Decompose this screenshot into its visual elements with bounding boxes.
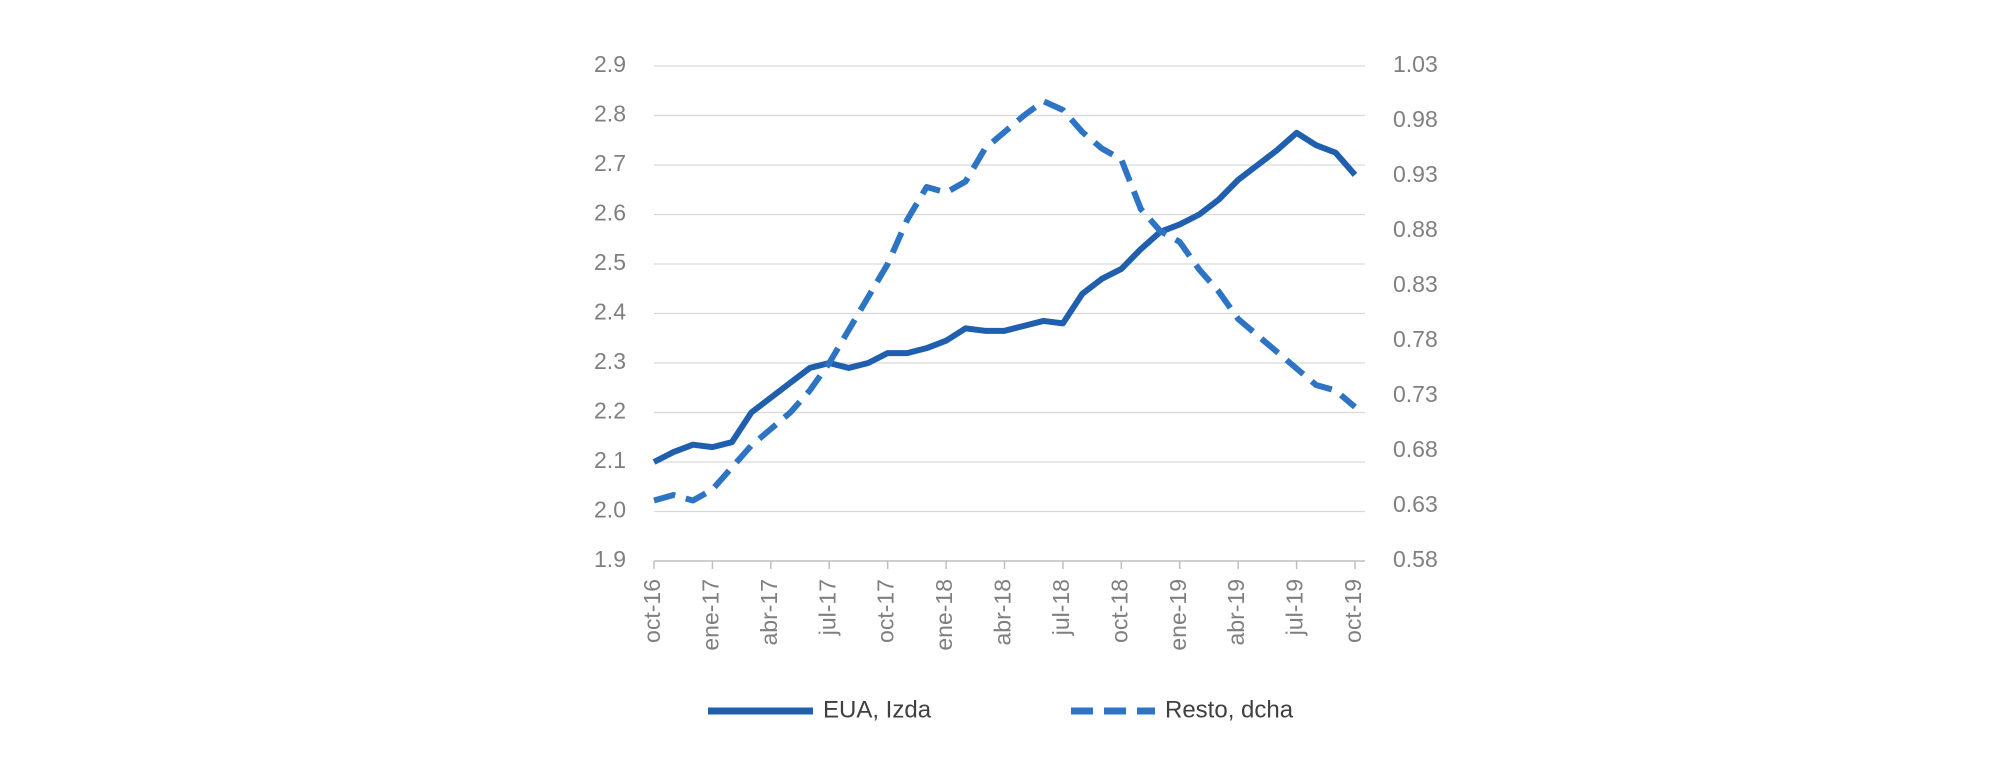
y2-tick-label: 1.03 bbox=[1393, 51, 1438, 77]
x-tick-label: oct-19 bbox=[1340, 579, 1366, 643]
x-tick-label: ene-19 bbox=[1165, 579, 1191, 651]
x-tick-label: abr-18 bbox=[990, 579, 1016, 645]
y-tick-label: 2.0 bbox=[594, 497, 626, 523]
y2-tick-label: 0.63 bbox=[1393, 491, 1438, 517]
y2-tick-label: 0.93 bbox=[1393, 161, 1438, 187]
y-tick-label: 2.1 bbox=[594, 447, 626, 473]
legend-label: Resto, dcha bbox=[1165, 696, 1294, 723]
y-tick-label: 1.9 bbox=[594, 546, 626, 572]
y2-tick-label: 0.68 bbox=[1393, 436, 1438, 462]
x-tick-label: jul-18 bbox=[1048, 579, 1074, 636]
y2-tick-label: 0.78 bbox=[1393, 326, 1438, 352]
x-tick-label: ene-17 bbox=[697, 579, 723, 651]
legend-label: EUA, Izda bbox=[823, 696, 932, 723]
x-tick-label: jul-17 bbox=[814, 579, 840, 636]
y-tick-label: 2.9 bbox=[594, 51, 626, 77]
y-tick-label: 2.8 bbox=[594, 101, 626, 127]
y-tick-label: 2.2 bbox=[594, 398, 626, 424]
x-tick-label: oct-17 bbox=[873, 579, 899, 643]
x-tick-label: ene-18 bbox=[931, 579, 957, 651]
x-tick-label: oct-16 bbox=[639, 579, 665, 643]
y2-tick-label: 0.98 bbox=[1393, 106, 1438, 132]
y2-tick-label: 0.83 bbox=[1393, 271, 1438, 297]
x-tick-label: abr-17 bbox=[756, 579, 782, 645]
series-line bbox=[653, 98, 1357, 504]
y-tick-label: 2.3 bbox=[594, 348, 626, 374]
y2-tick-label: 0.88 bbox=[1393, 216, 1438, 242]
series-line bbox=[652, 129, 1358, 465]
y2-tick-label: 0.58 bbox=[1393, 546, 1438, 572]
y2-tick-label: 0.73 bbox=[1393, 381, 1438, 407]
y-tick-label: 2.7 bbox=[594, 150, 626, 176]
y-tick-label: 2.4 bbox=[594, 299, 626, 325]
y-tick-label: 2.5 bbox=[594, 249, 626, 275]
x-tick-label: abr-19 bbox=[1223, 579, 1249, 645]
x-tick-label: oct-18 bbox=[1106, 579, 1132, 643]
x-tick-label: jul-19 bbox=[1282, 579, 1308, 636]
y-tick-label: 2.6 bbox=[594, 200, 626, 226]
